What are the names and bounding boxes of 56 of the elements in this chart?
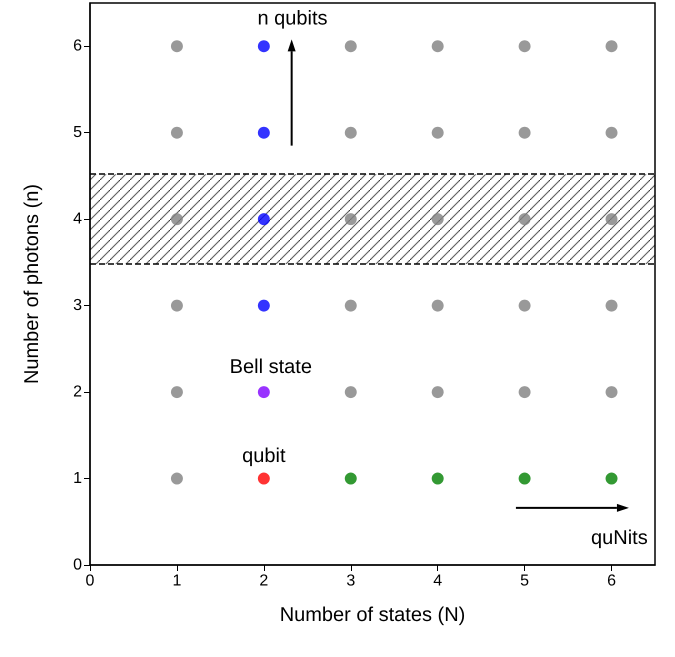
x-tick-label: 0 — [86, 572, 95, 590]
point — [518, 126, 531, 139]
point — [344, 472, 357, 485]
point — [170, 40, 183, 52]
point — [344, 213, 357, 226]
point — [344, 126, 357, 139]
x-tick-label: 1 — [172, 572, 182, 590]
point — [432, 40, 444, 52]
point — [170, 126, 183, 139]
x-tick-label: 5 — [520, 572, 530, 590]
point — [170, 386, 183, 398]
point — [432, 213, 444, 226]
point — [518, 300, 531, 312]
x-tick-label: 4 — [433, 572, 442, 590]
point — [432, 126, 444, 139]
point — [606, 126, 618, 139]
point — [258, 213, 270, 226]
point — [170, 213, 183, 226]
point — [606, 472, 618, 485]
x-tick-label: 3 — [346, 572, 356, 590]
point — [432, 472, 444, 485]
annotation: n qubits — [258, 8, 328, 30]
point — [518, 472, 531, 485]
point — [344, 386, 357, 398]
x-tick-label: 6 — [607, 572, 616, 590]
point — [258, 40, 270, 52]
x-axis-title: Number of states (N) — [280, 604, 466, 626]
point — [344, 300, 357, 312]
y-tick-label: 3 — [73, 297, 82, 314]
y-tick-label: 5 — [73, 124, 82, 142]
annotation: quNits — [591, 527, 648, 550]
y-tick-label: 6 — [73, 38, 82, 55]
x-tick-label: 2 — [259, 572, 268, 590]
point — [518, 213, 531, 226]
y-tick-label: 4 — [73, 210, 82, 228]
point — [518, 40, 531, 52]
point — [606, 40, 618, 52]
point — [258, 386, 270, 398]
point — [606, 386, 618, 398]
y-axis-title: Number of photons (n) — [21, 184, 43, 384]
annotation: qubit — [242, 445, 286, 468]
point — [606, 213, 618, 226]
annotation: Bell state — [230, 356, 312, 378]
point — [258, 126, 270, 139]
point — [170, 472, 183, 485]
point — [432, 386, 444, 398]
point — [432, 300, 444, 312]
point — [258, 300, 270, 312]
y-tick-label: 1 — [73, 470, 82, 488]
point — [344, 40, 357, 52]
y-tick-label: 0 — [73, 556, 82, 574]
point — [518, 386, 531, 398]
point — [258, 472, 270, 485]
point — [170, 300, 183, 312]
y-tick-label: 2 — [73, 384, 82, 401]
point — [606, 300, 618, 312]
